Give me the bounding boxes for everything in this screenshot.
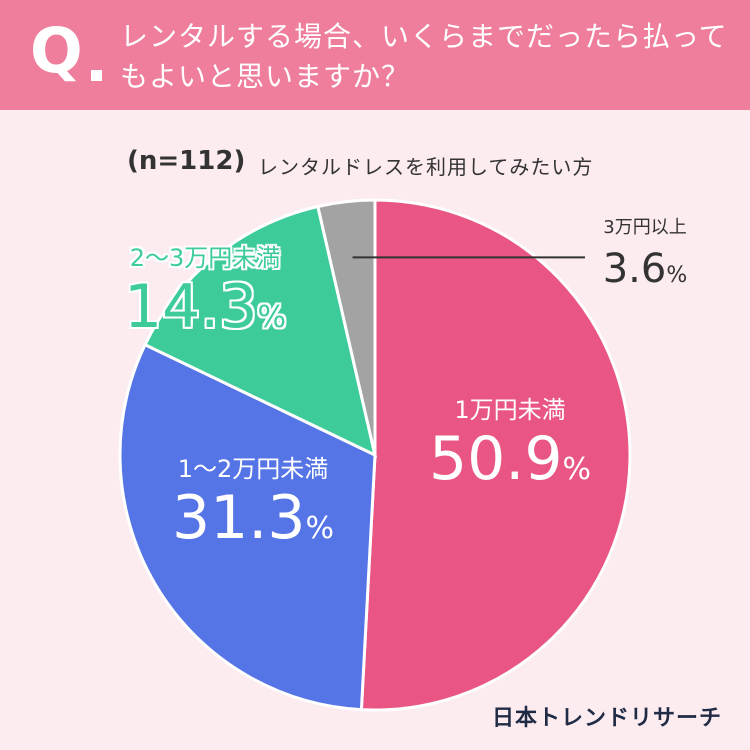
slice-category-1: 1万円未満	[454, 396, 566, 424]
q-dot	[91, 70, 102, 81]
sample-size: (n=112)	[127, 146, 246, 176]
slice-label-3: 2〜3万円未満 14.3%	[100, 244, 310, 342]
slice-value-1: 50.9	[428, 424, 563, 494]
slice-category-2: 1〜2万円未満	[177, 455, 329, 483]
subtitle-text: レンタルドレスを利用してみたい方	[258, 155, 594, 179]
slice-unit-3: %	[257, 300, 287, 335]
slice-label-4: 3万円以上 3.6%	[585, 214, 705, 296]
slice-category-4: 3万円以上	[603, 217, 687, 238]
slice-category-3: 2〜3万円未満	[129, 244, 281, 272]
q-mark: Q	[30, 14, 83, 87]
pie-slices	[118, 198, 632, 712]
pie-slice-4	[316, 198, 377, 456]
question-text: レンタルする場合、いくらまでだったら払ってもよいと思いますか？	[120, 20, 728, 93]
slice-value-3: 14.3	[123, 272, 258, 342]
pie-slice-1	[359, 198, 632, 712]
slice-value-4: 3.6	[602, 246, 667, 292]
brand-logo: 日本トレンドリサーチ	[491, 706, 722, 731]
slice-unit-4: %	[666, 263, 688, 288]
slice-value-2: 31.3	[171, 483, 306, 553]
pie-slice-2	[118, 342, 377, 712]
slice-unit-2: %	[305, 511, 335, 546]
slice-label-2: 1〜2万円未満 31.3%	[148, 455, 358, 553]
pie-slice-3	[143, 204, 378, 458]
slice-unit-1: %	[562, 452, 592, 487]
slice-label-1: 1万円未満 50.9%	[420, 396, 600, 494]
question-header: Q レンタルする場合、いくらまでだったら払ってもよいと思いますか？	[0, 0, 750, 110]
